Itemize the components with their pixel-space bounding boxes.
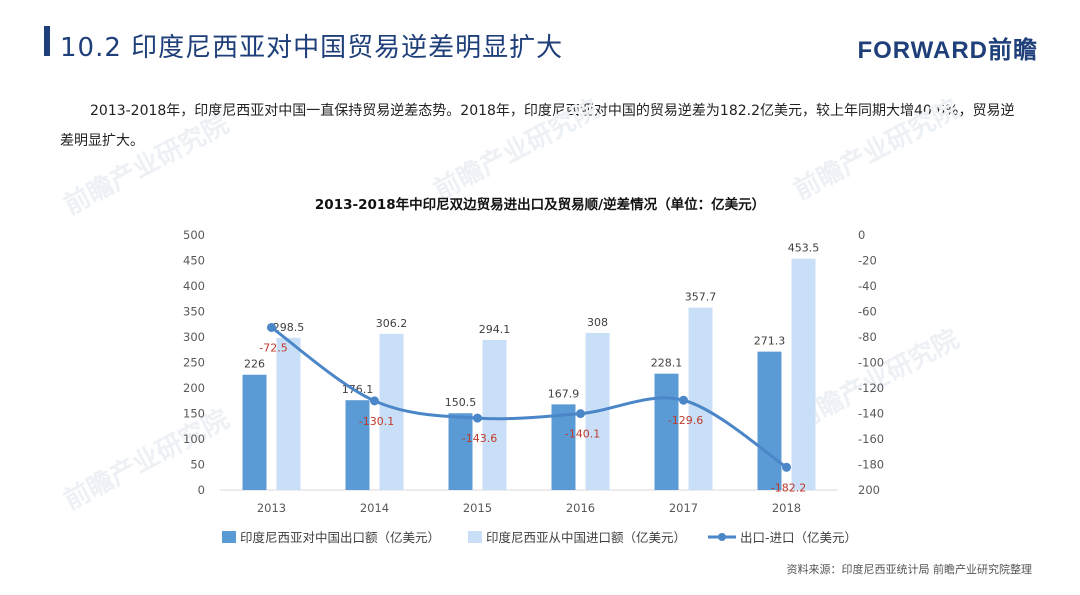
balance-point xyxy=(782,462,791,472)
left-tick-label: 500 xyxy=(183,228,205,242)
right-tick-label: -140 xyxy=(858,407,884,421)
watermark-text-2: 前瞻产业研究院 xyxy=(789,93,964,206)
left-tick-label: 150 xyxy=(183,407,205,421)
left-tick-label: 50 xyxy=(190,458,205,472)
watermark-text-3: 前瞻产业研究院 xyxy=(59,403,234,516)
left-tick-label: 200 xyxy=(183,381,205,395)
right-tick-label: -60 xyxy=(858,305,877,319)
watermark-text-0: 前瞻产业研究院 xyxy=(59,108,234,221)
legend-swatch-export xyxy=(222,531,236,543)
right-tick-label: -120 xyxy=(858,381,884,395)
legend-swatch-import xyxy=(468,531,482,543)
balance-data-label: -129.6 xyxy=(668,414,703,427)
export-data-label: 271.3 xyxy=(754,335,786,348)
right-tick-label: -40 xyxy=(858,279,877,293)
description-text: 2013-2018年，印度尼西亚对中国一直保持贸易逆差态势。2018年，印度尼西… xyxy=(60,103,1015,149)
balance-point xyxy=(679,395,688,405)
x-tick-label: 2013 xyxy=(257,501,286,515)
left-tick-label: 400 xyxy=(183,279,205,293)
balance-data-label: -182.2 xyxy=(771,481,806,494)
balance-data-label: -140.1 xyxy=(565,428,600,441)
import-bar xyxy=(482,340,507,490)
right-tick-label: -100 xyxy=(858,356,884,370)
chart-title: 2013-2018年中印尼双边贸易进出口及贸易顺/逆差情况（单位：亿美元） xyxy=(315,196,765,213)
left-tick-label: 350 xyxy=(183,305,205,319)
watermark-text-1: 前瞻产业研究院 xyxy=(429,93,604,206)
left-tick-label: 450 xyxy=(183,254,205,268)
export-bar xyxy=(448,413,473,490)
export-data-label: 150.5 xyxy=(445,396,477,409)
left-tick-label: 0 xyxy=(198,483,205,497)
import-data-label: 453.5 xyxy=(788,242,820,255)
export-bar xyxy=(551,404,576,490)
export-bar xyxy=(345,400,370,490)
balance-data-label: -143.6 xyxy=(462,432,497,445)
legend-label-export: 印度尼西亚对中国出口额（亿美元） xyxy=(240,530,440,545)
export-bar xyxy=(242,374,267,490)
right-tick-label: -80 xyxy=(858,330,877,344)
balance-data-label: -130.1 xyxy=(359,415,394,428)
legend-label-balance: 出口-进口（亿美元） xyxy=(740,530,857,545)
x-tick-label: 2016 xyxy=(566,501,595,515)
import-data-label: 298.5 xyxy=(273,321,305,334)
x-tick-label: 2014 xyxy=(360,501,389,515)
balance-point xyxy=(267,322,276,332)
left-tick-label: 250 xyxy=(183,356,205,370)
title-accent-bar xyxy=(44,26,50,56)
import-data-label: 306.2 xyxy=(376,317,408,330)
source-note: 资料来源：印度尼西亚统计局 前瞻产业研究院整理 xyxy=(786,563,1033,576)
right-tick-label: 200 xyxy=(858,483,880,497)
right-tick-label: -180 xyxy=(858,458,884,472)
import-bar xyxy=(276,337,301,490)
import-bar xyxy=(688,307,713,490)
brand-logo: FORWARD前瞻 xyxy=(857,37,1038,64)
import-bar xyxy=(791,258,816,490)
legend-label-import: 印度尼西亚从中国进口额（亿美元） xyxy=(486,530,686,545)
right-tick-label: -160 xyxy=(858,432,884,446)
balance-line xyxy=(270,326,788,469)
x-tick-label: 2017 xyxy=(669,501,698,515)
import-bar xyxy=(379,333,404,490)
x-tick-label: 2018 xyxy=(772,501,801,515)
balance-data-label: -72.5 xyxy=(259,341,287,354)
export-data-label: 167.9 xyxy=(548,387,580,400)
export-data-label: 228.1 xyxy=(651,357,683,370)
balance-point xyxy=(370,396,379,406)
import-data-label: 357.7 xyxy=(685,291,717,304)
page-title: 10.2 印度尼西亚对中国贸易逆差明显扩大 xyxy=(60,33,564,63)
export-bar xyxy=(654,373,679,490)
right-tick-label: -20 xyxy=(858,254,877,268)
right-tick-label: 0 xyxy=(858,228,865,242)
x-tick-label: 2015 xyxy=(463,501,492,515)
legend-swatch-balance-point xyxy=(718,533,726,541)
export-data-label: 226 xyxy=(244,358,265,371)
left-tick-label: 100 xyxy=(183,432,205,446)
import-data-label: 308 xyxy=(587,316,608,329)
left-tick-label: 300 xyxy=(183,330,205,344)
export-bar xyxy=(757,351,782,490)
balance-point xyxy=(576,409,585,419)
balance-point xyxy=(473,413,482,423)
import-data-label: 294.1 xyxy=(479,323,511,336)
